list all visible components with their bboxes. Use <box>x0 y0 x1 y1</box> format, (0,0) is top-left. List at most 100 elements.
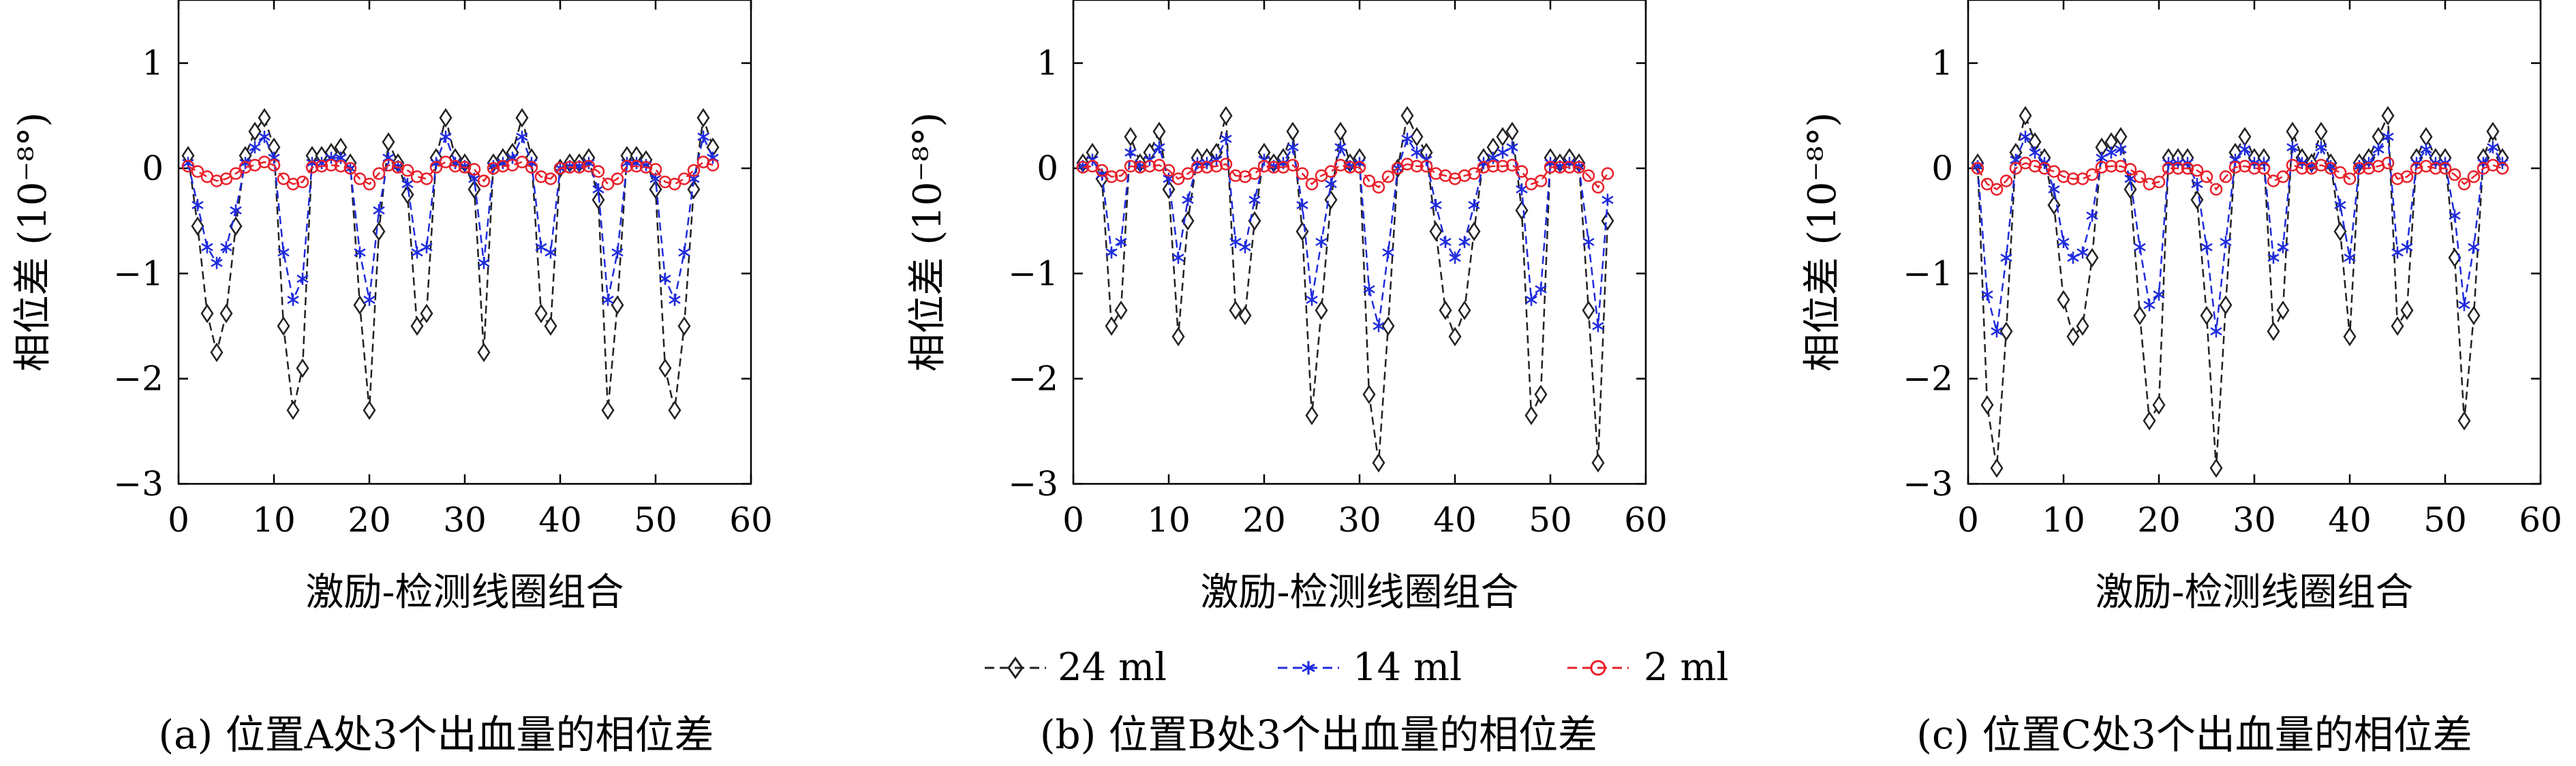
data-point <box>287 293 299 306</box>
data-point <box>1115 236 1127 248</box>
caption-b: (b) 位置B处3个出血量的相位差 <box>1040 711 1597 758</box>
y-axis-title: 相位差 (10⁻⁸°) <box>11 112 55 372</box>
data-point <box>2048 183 2060 196</box>
data-point <box>249 141 261 154</box>
x-tick-label: 50 <box>634 500 677 540</box>
data-point <box>2162 162 2175 175</box>
data-point <box>1105 246 1118 259</box>
data-point <box>1400 157 1414 171</box>
data-point <box>1095 164 1109 177</box>
data-point <box>1990 458 2004 478</box>
data-point <box>1152 121 1166 142</box>
data-point <box>1496 127 1509 147</box>
y-tick-label: −3 <box>113 464 164 504</box>
data-point <box>286 177 300 191</box>
data-point <box>1334 121 1347 142</box>
data-point <box>2133 305 2147 326</box>
data-point <box>363 400 376 420</box>
data-point <box>1487 151 1499 164</box>
data-point <box>544 172 557 185</box>
data-point <box>1219 157 1233 171</box>
x-axis-title: 激励-检测线圈组合 <box>306 570 624 615</box>
data-point <box>1229 169 1242 183</box>
data-point <box>2457 411 2471 431</box>
data-point <box>1238 305 1252 326</box>
data-point <box>1429 221 1443 241</box>
data-point <box>487 162 500 175</box>
data-point <box>1448 326 1462 347</box>
data-point <box>239 161 252 174</box>
data-point <box>2295 162 2309 175</box>
data-point <box>1219 106 1233 126</box>
data-point <box>2076 316 2089 336</box>
data-point <box>1601 211 1614 231</box>
legend-label-24ml: 24 ml <box>1058 645 1167 690</box>
data-point <box>354 246 366 259</box>
data-point <box>296 273 309 286</box>
data-point <box>2315 141 2327 154</box>
data-point <box>2382 130 2394 143</box>
data-point <box>1582 236 1595 248</box>
y-tick-label: −3 <box>1903 464 1953 504</box>
data-point <box>1343 161 1357 174</box>
series-line <box>1082 112 1609 463</box>
data-point <box>2143 411 2156 431</box>
data-point <box>1362 174 1376 187</box>
data-point <box>477 174 491 187</box>
data-point <box>1601 167 1614 180</box>
data-point <box>582 159 596 173</box>
data-point <box>258 108 271 128</box>
data-point <box>2123 179 2137 200</box>
data-point <box>2115 143 2127 156</box>
y-tick-label: −1 <box>1008 254 1058 293</box>
data-point <box>1553 161 1567 174</box>
data-point <box>2314 121 2328 142</box>
series-2ml <box>181 155 720 191</box>
data-point <box>1544 161 1557 174</box>
data-point <box>2372 127 2385 147</box>
data-point <box>2419 127 2433 147</box>
data-point <box>2153 288 2165 301</box>
data-point <box>1592 320 1604 333</box>
data-point <box>1467 167 1481 180</box>
data-point <box>1401 132 1413 145</box>
data-point <box>2057 170 2070 183</box>
data-point <box>1324 165 1338 178</box>
data-point <box>659 273 671 286</box>
data-point <box>2047 165 2061 178</box>
data-point <box>2123 163 2137 176</box>
data-point <box>572 161 586 174</box>
x-tick-label: 20 <box>1242 500 1286 540</box>
data-point <box>649 163 662 176</box>
data-point <box>2257 162 2271 175</box>
data-point <box>363 293 375 306</box>
data-point <box>1076 161 1090 174</box>
data-point <box>1990 183 2004 196</box>
data-point <box>2239 143 2251 156</box>
legend-item-24ml: 24 ml <box>985 645 1167 690</box>
data-point <box>2381 106 2395 126</box>
series-line <box>1976 162 2503 191</box>
data-point <box>1601 194 1614 206</box>
data-point <box>2449 209 2461 222</box>
data-point <box>1210 159 1223 173</box>
data-point <box>2343 326 2357 347</box>
data-point <box>296 175 309 189</box>
data-point <box>1334 159 1347 172</box>
data-point <box>420 303 433 324</box>
data-point <box>2171 162 2185 175</box>
x-tick-label: 60 <box>2519 500 2562 540</box>
data-point <box>267 159 281 172</box>
data-point <box>1525 293 1537 306</box>
data-point <box>2286 141 2299 154</box>
data-point <box>2457 177 2471 191</box>
data-point <box>2238 127 2252 147</box>
data-point <box>639 161 653 174</box>
caption-a: (a) 位置A处3个出血量的相位差 <box>158 711 714 758</box>
data-point <box>429 161 443 174</box>
data-point <box>2066 172 2080 185</box>
data-point <box>706 159 720 172</box>
data-point <box>563 161 577 174</box>
